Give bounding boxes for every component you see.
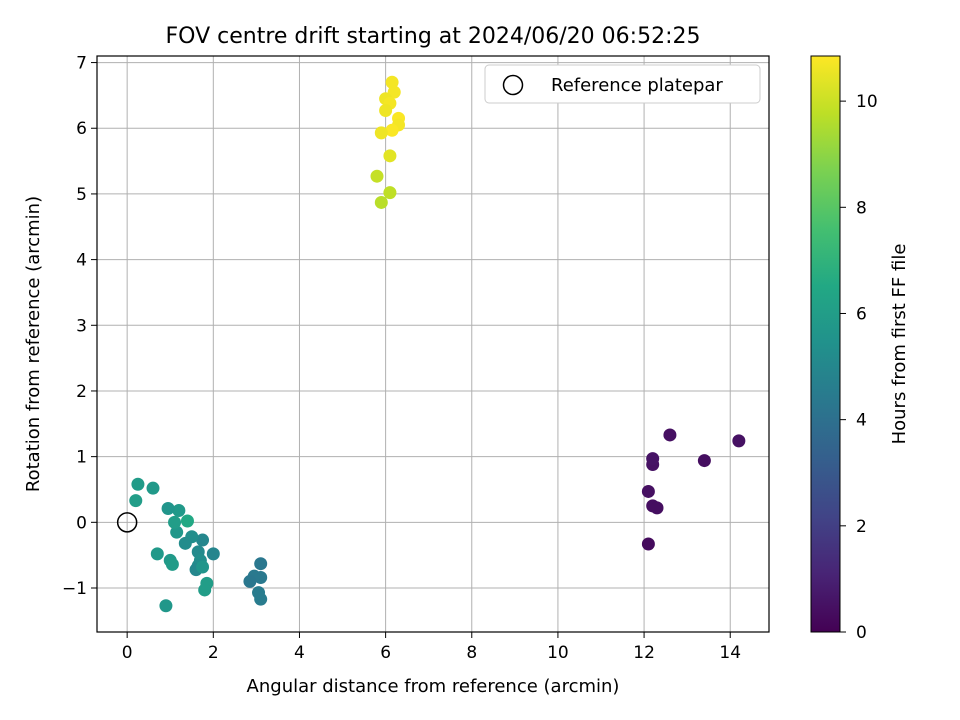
data-point xyxy=(129,494,143,508)
data-point xyxy=(150,547,164,561)
data-point xyxy=(252,586,266,600)
data-point xyxy=(385,123,399,137)
x-axis-ticks: 0 2 4 6 8 10 12 14 xyxy=(122,632,741,663)
y-tick-label: 1 xyxy=(76,448,87,468)
legend: Reference platepar xyxy=(484,64,761,104)
grid-lines xyxy=(97,56,769,632)
data-point xyxy=(646,452,660,466)
data-point xyxy=(206,547,220,561)
y-axis-label: Rotation from reference (arcmin) xyxy=(23,196,44,492)
data-point xyxy=(146,481,160,495)
x-tick-label: 12 xyxy=(633,643,655,663)
data-point xyxy=(180,514,194,528)
data-point xyxy=(165,557,179,571)
chart-title: FOV centre drift starting at 2024/06/20 … xyxy=(166,24,701,49)
y-tick-label: 0 xyxy=(76,513,87,533)
colorbar-tick-label: 6 xyxy=(856,304,867,324)
x-tick-label: 4 xyxy=(294,643,305,663)
x-tick-label: 10 xyxy=(547,643,569,663)
data-point xyxy=(383,149,397,163)
data-point xyxy=(650,501,664,515)
x-tick-label: 0 xyxy=(122,643,133,663)
data-point xyxy=(254,557,268,571)
plot-frame xyxy=(96,55,770,633)
y-tick-label: 5 xyxy=(76,185,87,205)
data-point xyxy=(172,503,186,517)
y-tick-label: −1 xyxy=(62,579,87,599)
x-tick-label: 6 xyxy=(380,643,391,663)
reference-marker-group xyxy=(116,512,138,533)
data-point xyxy=(370,169,384,183)
data-point xyxy=(374,195,388,209)
y-tick-label: 3 xyxy=(76,316,87,336)
data-point xyxy=(198,583,212,597)
data-point xyxy=(196,533,210,547)
data-point xyxy=(383,186,397,200)
x-tick-label: 14 xyxy=(719,643,741,663)
y-tick-label: 4 xyxy=(76,251,87,271)
data-point xyxy=(732,434,746,448)
data-point xyxy=(379,104,393,118)
data-point xyxy=(159,599,173,613)
legend-marker xyxy=(502,74,524,96)
reference-point xyxy=(116,512,138,533)
colorbar-ticks: 0 2 4 6 8 10 xyxy=(840,92,878,643)
data-point xyxy=(243,574,257,588)
colorbar-tick-label: 2 xyxy=(856,517,867,537)
colorbar: 0 2 4 6 8 10 Hours from first FF file xyxy=(810,55,910,643)
y-tick-label: 7 xyxy=(76,54,87,74)
data-point xyxy=(663,428,677,442)
data-point xyxy=(196,560,210,574)
x-axis-label: Angular distance from reference (arcmin) xyxy=(247,676,620,697)
legend-label: Reference platepar xyxy=(551,75,723,96)
data-point xyxy=(385,75,399,89)
data-point xyxy=(170,525,184,539)
colorbar-gradient xyxy=(810,55,841,633)
y-tick-label: 6 xyxy=(76,119,87,139)
data-point xyxy=(374,126,388,140)
x-tick-label: 8 xyxy=(466,643,477,663)
legend-box xyxy=(484,64,761,104)
colorbar-tick-label: 4 xyxy=(856,411,867,431)
data-point xyxy=(161,502,175,516)
y-axis-ticks: −1 0 1 2 3 4 5 6 7 xyxy=(62,54,97,599)
data-point xyxy=(168,515,182,529)
data-point xyxy=(697,454,711,468)
data-point xyxy=(641,537,655,551)
data-point xyxy=(641,484,655,498)
colorbar-tick-label: 10 xyxy=(856,92,878,112)
colorbar-tick-label: 8 xyxy=(856,198,867,218)
y-tick-label: 2 xyxy=(76,382,87,402)
data-point xyxy=(178,536,192,550)
x-tick-label: 2 xyxy=(208,643,219,663)
data-point xyxy=(131,477,145,491)
colorbar-label: Hours from first FF file xyxy=(889,244,910,445)
data-points xyxy=(129,75,746,613)
colorbar-tick-label: 0 xyxy=(856,623,867,643)
